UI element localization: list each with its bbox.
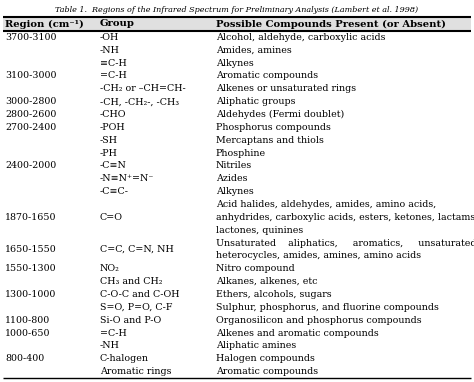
Text: 1100-800: 1100-800	[5, 316, 50, 325]
Text: Aliphatic amines: Aliphatic amines	[216, 342, 296, 350]
Text: -SH: -SH	[100, 136, 118, 145]
Text: 1550-1300: 1550-1300	[5, 264, 56, 273]
Text: 2700-2400: 2700-2400	[5, 123, 56, 132]
Text: CH₃ and CH₂: CH₃ and CH₂	[100, 277, 163, 286]
Text: Aromatic rings: Aromatic rings	[100, 367, 172, 376]
Text: Possible Compounds Present (or Absent): Possible Compounds Present (or Absent)	[216, 19, 446, 29]
Text: Ethers, alcohols, sugars: Ethers, alcohols, sugars	[216, 290, 332, 299]
Text: 2400-2000: 2400-2000	[5, 162, 56, 170]
Text: Phosphine: Phosphine	[216, 149, 266, 158]
Text: Mercaptans and thiols: Mercaptans and thiols	[216, 136, 324, 145]
Text: Alcohol, aldehyde, carboxylic acids: Alcohol, aldehyde, carboxylic acids	[216, 33, 385, 42]
Text: Aromatic compounds: Aromatic compounds	[216, 71, 318, 81]
Text: Aliphatic groups: Aliphatic groups	[216, 97, 295, 106]
Text: Unsaturated    aliphatics,     aromatics,     unsaturated: Unsaturated aliphatics, aromatics, unsat…	[216, 238, 474, 248]
Text: Acid halides, aldehydes, amides, amino acids,: Acid halides, aldehydes, amides, amino a…	[216, 200, 436, 209]
Text: Alkanes, alkenes, etc: Alkanes, alkenes, etc	[216, 277, 318, 286]
Text: Aldehydes (Fermi doublet): Aldehydes (Fermi doublet)	[216, 110, 344, 119]
Text: -OH: -OH	[100, 33, 119, 42]
Text: 3700-3100: 3700-3100	[5, 33, 56, 42]
Text: =C-H: =C-H	[100, 329, 127, 338]
Text: Alkynes: Alkynes	[216, 58, 254, 68]
Text: Alkenes or unsaturated rings: Alkenes or unsaturated rings	[216, 84, 356, 93]
Text: Organosilicon and phosphorus compounds: Organosilicon and phosphorus compounds	[216, 316, 422, 325]
Text: 3000-2800: 3000-2800	[5, 97, 56, 106]
Text: Region (cm⁻¹): Region (cm⁻¹)	[5, 19, 84, 29]
Text: Halogen compounds: Halogen compounds	[216, 354, 315, 363]
Text: anhydrides, carboxylic acids, esters, ketones, lactams,: anhydrides, carboxylic acids, esters, ke…	[216, 213, 474, 222]
Text: S=O, P=O, C-F: S=O, P=O, C-F	[100, 303, 173, 312]
Text: Alkynes: Alkynes	[216, 187, 254, 196]
Text: Phosphorus compounds: Phosphorus compounds	[216, 123, 331, 132]
Text: -NH: -NH	[100, 46, 120, 55]
Text: ≡C-H: ≡C-H	[100, 58, 127, 68]
Text: Alkenes and aromatic compounds: Alkenes and aromatic compounds	[216, 329, 379, 338]
Text: Sulphur, phosphorus, and fluorine compounds: Sulphur, phosphorus, and fluorine compou…	[216, 303, 439, 312]
Text: lactones, quinines: lactones, quinines	[216, 226, 303, 235]
Text: =C-H: =C-H	[100, 71, 127, 81]
Text: -CH₂ or –CH=CH-: -CH₂ or –CH=CH-	[100, 84, 186, 93]
Text: -CHO: -CHO	[100, 110, 127, 119]
Text: -PH: -PH	[100, 149, 118, 158]
Text: -CH, -CH₂-, -CH₃: -CH, -CH₂-, -CH₃	[100, 97, 179, 106]
Text: Si-O and P-O: Si-O and P-O	[100, 316, 161, 325]
Text: Amides, amines: Amides, amines	[216, 46, 292, 55]
Text: 800-400: 800-400	[5, 354, 44, 363]
Text: Azides: Azides	[216, 174, 247, 183]
Text: 1000-650: 1000-650	[5, 329, 51, 338]
Text: Table 1.  Regions of the Infrared Spectrum for Preliminary Analysis (Lambert et : Table 1. Regions of the Infrared Spectru…	[55, 6, 419, 14]
Text: heterocycles, amides, amines, amino acids: heterocycles, amides, amines, amino acid…	[216, 251, 421, 261]
Text: -C≡N: -C≡N	[100, 162, 127, 170]
Text: 1650-1550: 1650-1550	[5, 245, 57, 254]
Text: -C≡C-: -C≡C-	[100, 187, 129, 196]
Text: C-halogen: C-halogen	[100, 354, 149, 363]
Text: C-O-C and C-OH: C-O-C and C-OH	[100, 290, 180, 299]
Text: -NH: -NH	[100, 342, 120, 350]
Text: 2800-2600: 2800-2600	[5, 110, 56, 119]
Text: C=C, C=N, NH: C=C, C=N, NH	[100, 245, 174, 254]
Text: Aromatic compounds: Aromatic compounds	[216, 367, 318, 376]
Text: -N≡N⁺=N⁻: -N≡N⁺=N⁻	[100, 174, 155, 183]
Text: Nitriles: Nitriles	[216, 162, 252, 170]
Text: NO₂: NO₂	[100, 264, 120, 273]
Text: 1870-1650: 1870-1650	[5, 213, 56, 222]
Text: C=O: C=O	[100, 213, 123, 222]
Text: 1300-1000: 1300-1000	[5, 290, 56, 299]
Text: 3100-3000: 3100-3000	[5, 71, 56, 81]
Text: -POH: -POH	[100, 123, 126, 132]
Text: Group: Group	[100, 19, 135, 29]
Text: Nitro compound: Nitro compound	[216, 264, 295, 273]
Bar	[3, 17, 471, 31]
